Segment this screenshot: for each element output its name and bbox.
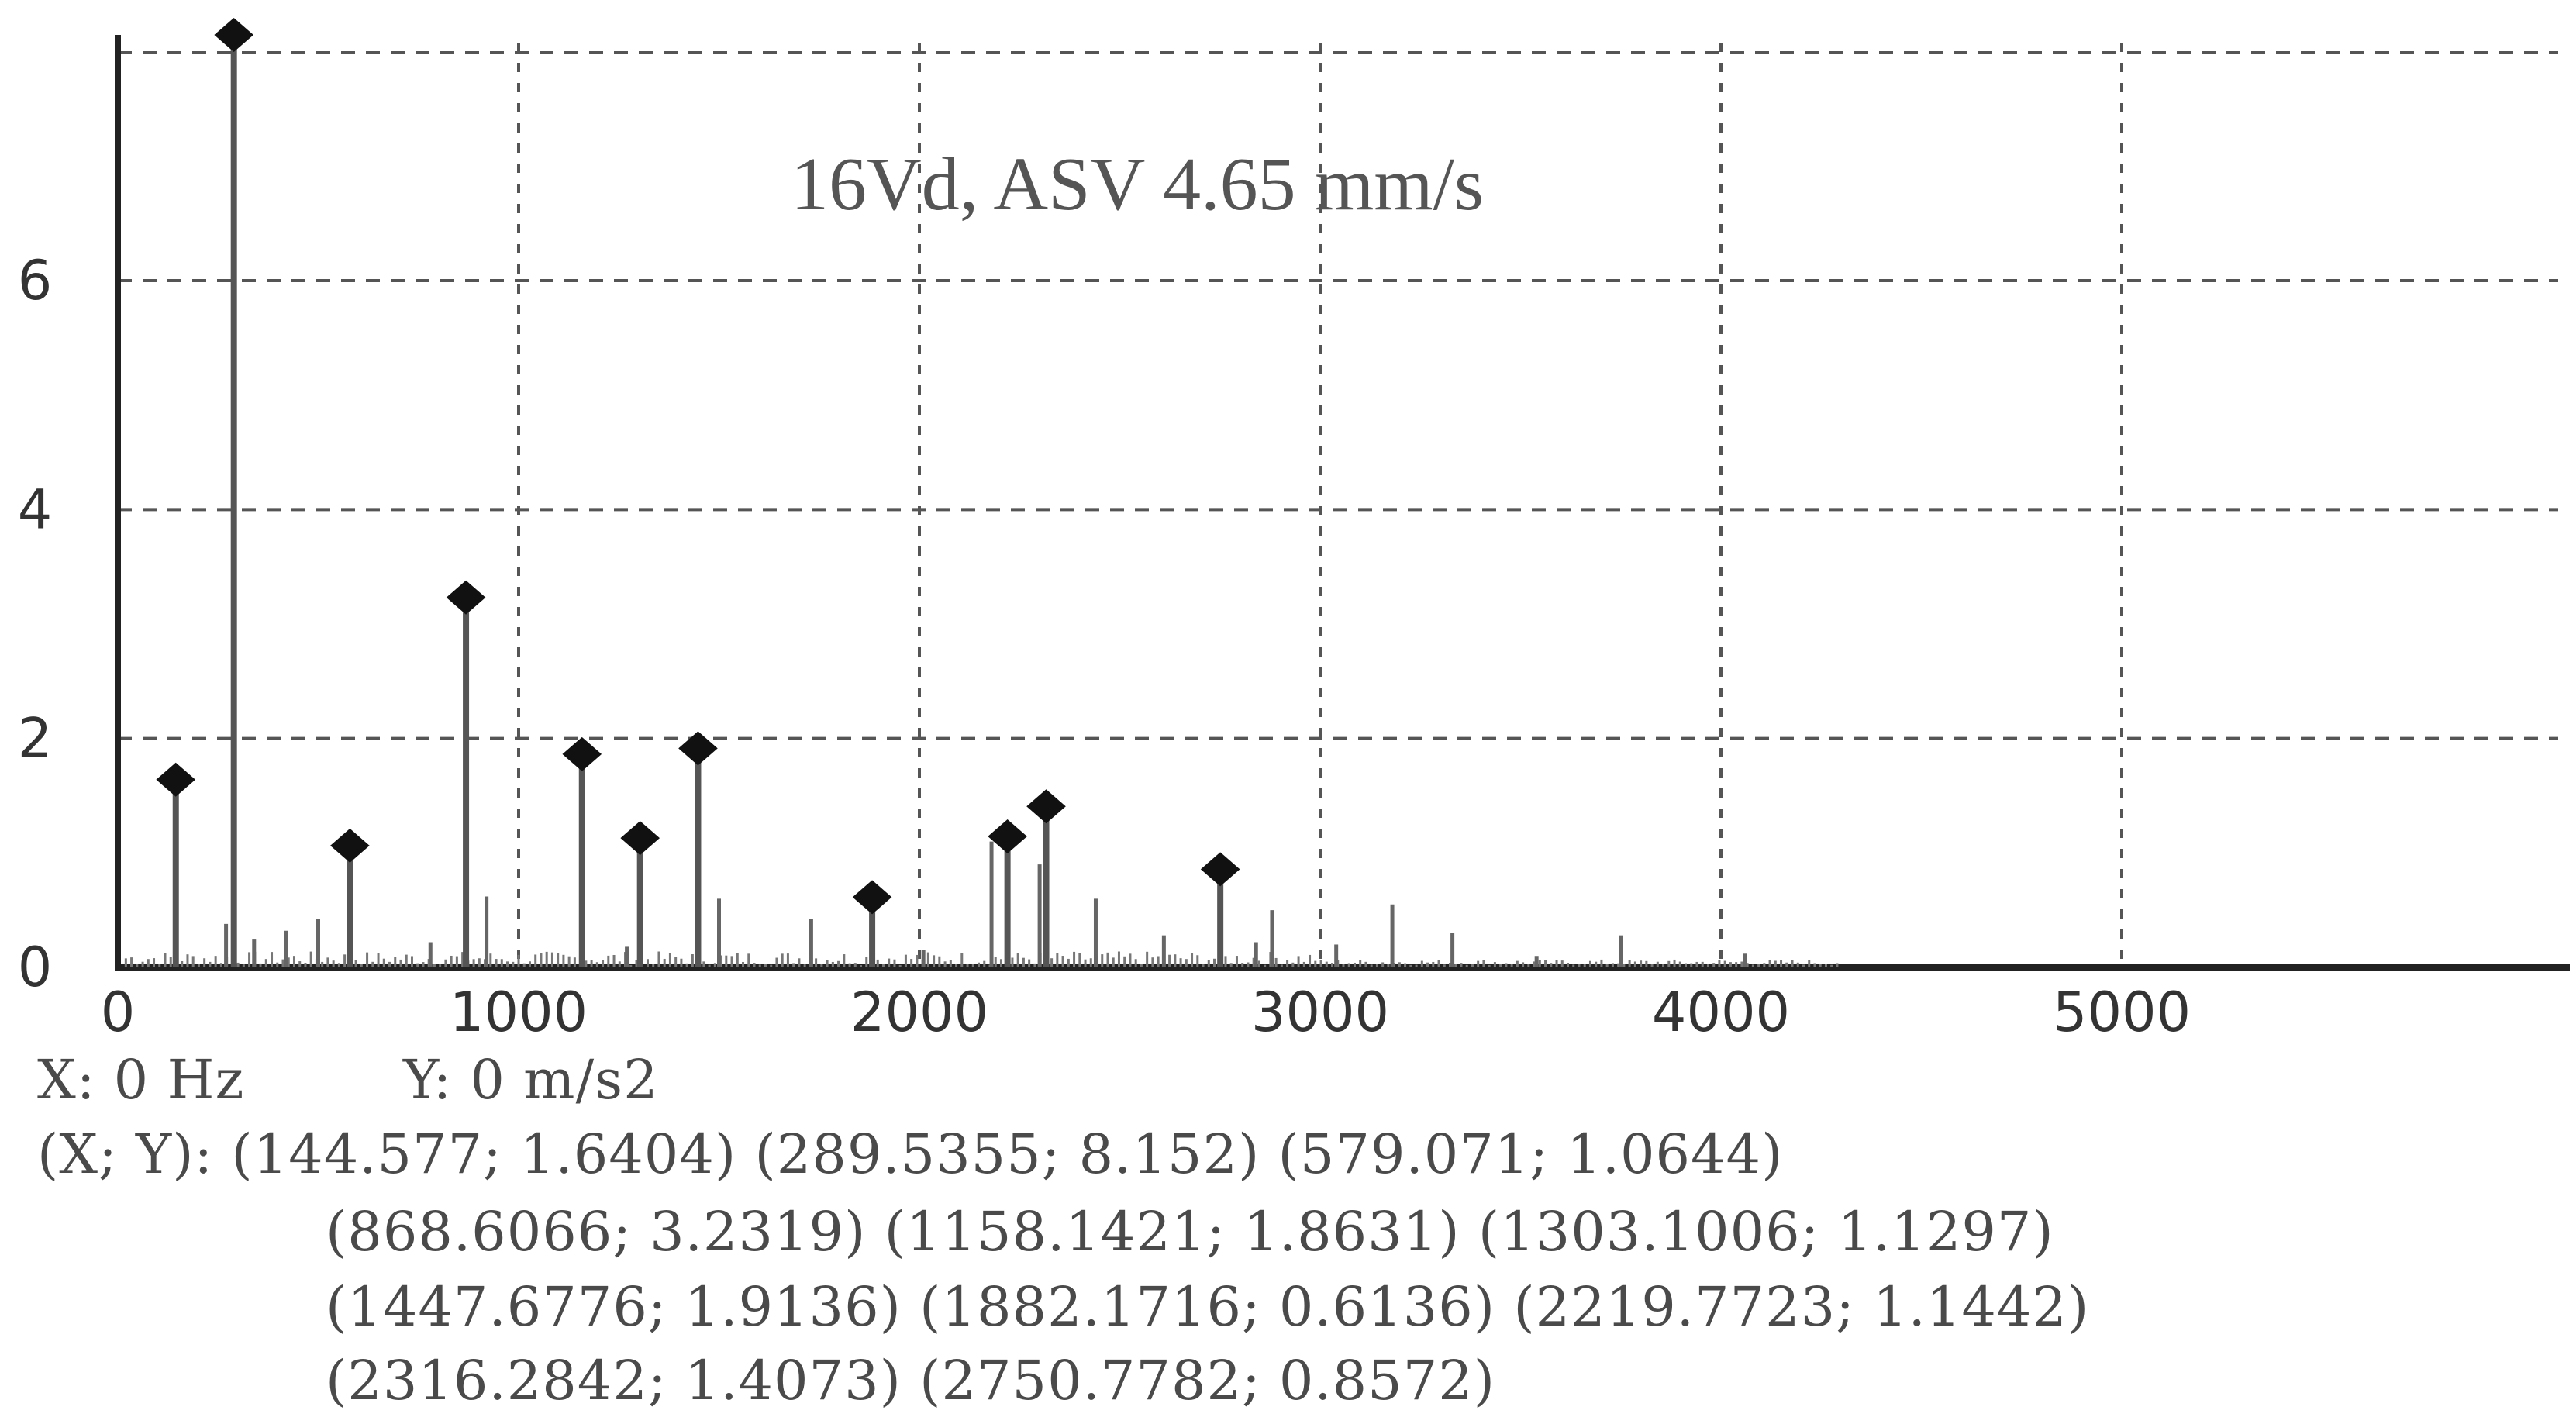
- peak-marker: [214, 18, 253, 52]
- peak-stems: [172, 35, 1224, 967]
- x-tick-label: 5000: [2053, 981, 2191, 1044]
- y-tick-label: 2: [18, 707, 53, 771]
- y-tick-label: 4: [18, 478, 53, 541]
- x-tick-label: 1000: [450, 981, 588, 1044]
- x-tick-label: 2000: [850, 981, 988, 1044]
- y-readout: Y: 0 m/s2: [403, 1048, 659, 1112]
- peak-coordinates-line-2: (868.6066; 3.2319) (1158.1421; 1.8631) (…: [326, 1200, 2054, 1264]
- peak-marker: [988, 819, 1027, 854]
- y-tick-label: 6: [18, 249, 53, 312]
- peak-coordinates-line-4: (2316.2842; 1.4073) (2750.7782; 0.8572): [326, 1349, 1496, 1412]
- peak-marker: [852, 880, 892, 915]
- y-tick-label: 0: [18, 936, 53, 999]
- x-tick-label: 4000: [1652, 981, 1790, 1044]
- peak-markers: [156, 18, 1240, 915]
- peak-marker: [156, 762, 196, 797]
- peak-marker: [678, 731, 718, 766]
- peak-coordinates-line-1: (X; Y): (144.577; 1.6404) (289.5355; 8.1…: [37, 1122, 1784, 1186]
- peak-coordinates-line-3: (1447.6776; 1.9136) (1882.1716; 0.6136) …: [326, 1275, 2090, 1339]
- x-tick-label: 3000: [1251, 981, 1389, 1044]
- x-tick-label: 0: [101, 981, 136, 1044]
- y-tick-labels: 0 2 4 6: [18, 249, 53, 999]
- peak-marker: [1026, 789, 1066, 824]
- grid: [118, 43, 2558, 967]
- peak-marker: [330, 828, 370, 863]
- peak-marker: [1200, 852, 1240, 887]
- peak-marker: [620, 821, 660, 856]
- peak-marker: [446, 580, 486, 615]
- x-tick-labels: 0 1000 2000 3000 4000 5000: [101, 981, 2191, 1044]
- peak-marker: [562, 736, 602, 771]
- minor-spectral-lines: [124, 841, 1839, 967]
- x-readout: X: 0 Hz: [37, 1048, 245, 1112]
- chart-title: 16Vd, ASV 4.65 mm/s: [791, 143, 1484, 226]
